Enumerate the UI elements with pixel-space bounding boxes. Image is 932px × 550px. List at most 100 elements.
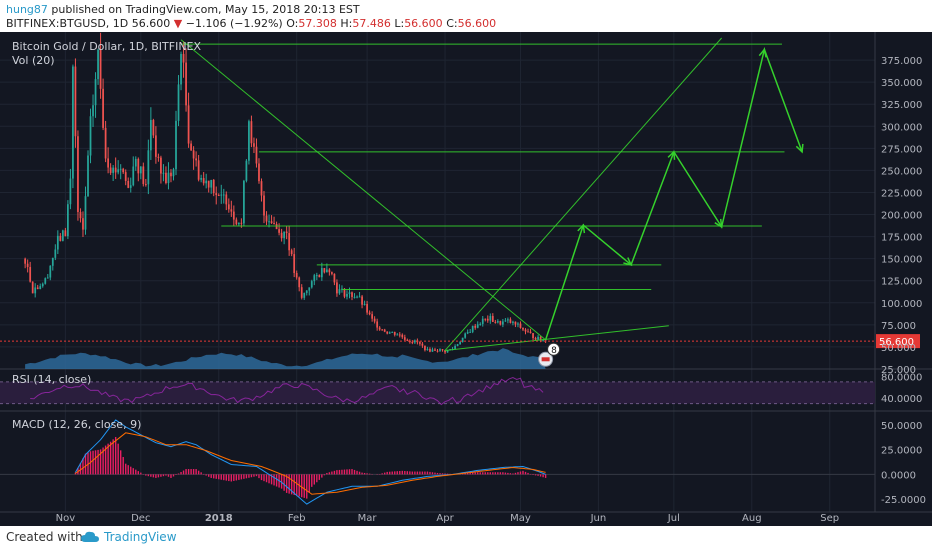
candle-body — [205, 180, 208, 184]
candle-body — [187, 105, 190, 144]
header-bar: hung87 published on TradingView.com, May… — [0, 0, 932, 32]
candle-body — [180, 53, 182, 85]
candle-body — [386, 331, 389, 334]
candle-body — [112, 167, 115, 173]
candle-body — [436, 350, 439, 352]
candle-body — [237, 222, 240, 225]
price-tick-label: 25.000 — [881, 365, 916, 376]
candle-body — [459, 342, 462, 345]
candle-body — [419, 342, 421, 344]
candle-body — [87, 155, 89, 197]
rsi-line — [30, 376, 544, 406]
candle-body — [466, 332, 469, 334]
time-tick-label: Mar — [358, 513, 378, 524]
candle-body — [61, 230, 64, 241]
candle-body — [519, 323, 522, 328]
price-tick-label: 125.000 — [881, 277, 922, 288]
overlay: Bitcoin Gold / Dollar, 1D, BITFINEX Vol … — [12, 40, 202, 431]
tradingview-cloud-icon — [81, 531, 99, 542]
quote-line: BITFINEX:BTGUSD, 1D 56.600 ▼ −1.106 (−1.… — [6, 17, 496, 30]
candle-body — [396, 334, 399, 336]
candle-body — [366, 303, 368, 313]
candle-body — [235, 219, 238, 225]
candle-body — [77, 136, 79, 213]
candle-body — [122, 168, 125, 173]
event-badge-label: 8 — [551, 346, 557, 356]
candles — [24, 32, 547, 355]
candle-body — [333, 273, 336, 283]
tradingview-brand[interactable]: TradingView — [104, 530, 177, 544]
candle-body — [383, 329, 386, 332]
last-price: 56.600 — [131, 17, 171, 30]
down-arrow-icon: ▼ — [173, 17, 183, 30]
publish-info: published on TradingView.com, May 15, 20… — [51, 3, 360, 16]
open-value: 57.308 — [298, 17, 337, 30]
candle-body — [413, 340, 416, 343]
candle-body — [537, 336, 539, 340]
candle-body — [499, 321, 502, 325]
candle-body — [56, 235, 59, 250]
time-tick-label: 2018 — [205, 513, 233, 524]
candle-body — [69, 178, 72, 205]
candle-body — [243, 180, 245, 224]
candle-body — [303, 292, 306, 298]
candle-body — [72, 66, 74, 179]
macd-pane — [0, 419, 875, 505]
candle-body — [182, 53, 185, 63]
candle-body — [44, 278, 47, 284]
candle-body — [263, 195, 265, 216]
candle-body — [331, 272, 333, 274]
candle-body — [175, 120, 177, 170]
candle-body — [94, 79, 97, 106]
candle-body — [49, 265, 52, 278]
candle-body — [253, 143, 255, 147]
candle-body — [411, 342, 414, 344]
candle-body — [368, 312, 371, 315]
candle-body — [476, 324, 479, 328]
candle-body — [509, 319, 512, 323]
candle-body — [137, 158, 140, 174]
candle-body — [51, 257, 54, 266]
close-value: 56.600 — [457, 17, 497, 30]
candle-body — [207, 180, 210, 188]
candle-body — [107, 158, 109, 168]
candle-body — [147, 150, 150, 185]
candle-body — [82, 218, 84, 230]
chart-area[interactable]: 56.600 8 25.000 50.000 75.000 100.000 125.000 1… — [0, 32, 932, 526]
macd-line — [74, 419, 546, 505]
price-tick-label: 325.000 — [881, 100, 922, 111]
forecast-arrowhead — [577, 223, 586, 234]
candle-body — [265, 215, 268, 222]
candle-body — [534, 337, 537, 340]
candle-body — [351, 292, 353, 297]
candle-body — [144, 184, 147, 186]
candle-body — [46, 277, 49, 279]
volume-fill — [25, 348, 546, 369]
candle-body — [496, 321, 499, 323]
candle-body — [124, 172, 127, 181]
candle-body — [504, 320, 507, 322]
low-value: 56.600 — [404, 17, 443, 30]
price-tick-label: 275.000 — [881, 144, 922, 155]
price-tick-label: 100.000 — [881, 299, 922, 310]
time-tick-label: May — [510, 513, 531, 524]
candle-body — [177, 84, 180, 121]
chart-background — [0, 32, 932, 526]
author-link[interactable]: hung87 — [6, 3, 48, 16]
candle-body — [172, 169, 175, 177]
candle-body — [398, 334, 401, 336]
candle-body — [288, 233, 291, 251]
candle-body — [378, 327, 381, 330]
candle-body — [469, 331, 472, 333]
candle-body — [255, 146, 258, 164]
candle-body — [338, 289, 341, 294]
candle-body — [36, 287, 39, 290]
high-value: 57.486 — [352, 17, 391, 30]
rsi-label: RSI (14, close) — [12, 373, 91, 386]
macd-tick-label: 25.0000 — [881, 446, 922, 457]
candle-body — [393, 331, 396, 335]
price-tick-label: 300.000 — [881, 122, 922, 133]
candle-body — [542, 340, 544, 342]
symbol-label: BITFINEX:BTGUSD, 1D — [6, 17, 129, 30]
macd-tick-label: 50.0000 — [881, 421, 922, 432]
